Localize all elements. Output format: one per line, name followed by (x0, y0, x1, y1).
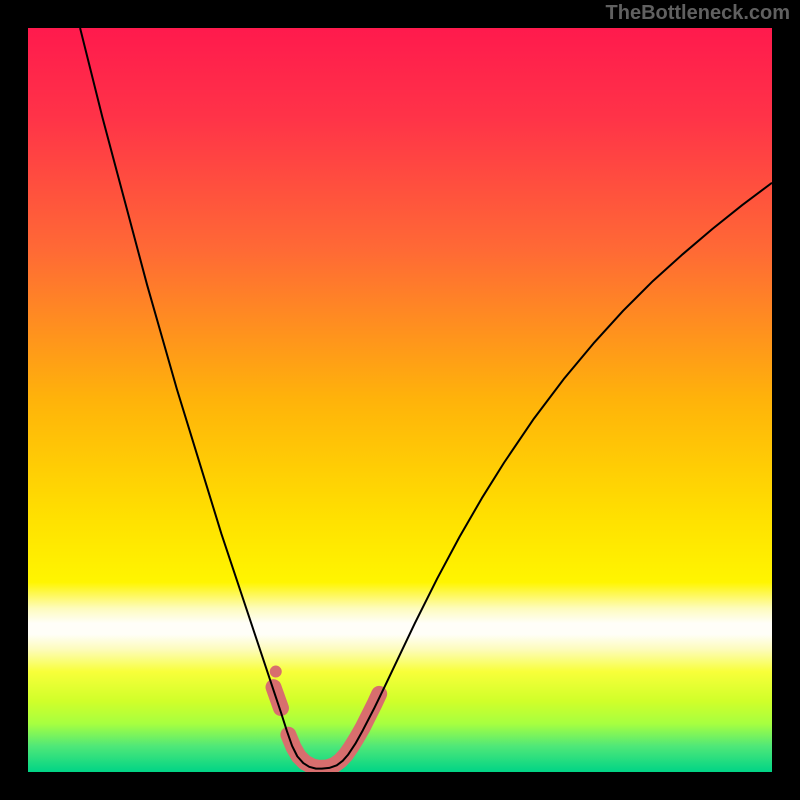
highlight-segment-0 (274, 687, 281, 708)
chart-frame: TheBottleneck.com (0, 0, 800, 800)
bottleneck-curve-chart (28, 28, 772, 772)
watermark-text: TheBottleneck.com (606, 2, 790, 25)
highlight-dot (270, 666, 282, 678)
plot-area (28, 28, 772, 772)
gradient-background (28, 28, 772, 772)
